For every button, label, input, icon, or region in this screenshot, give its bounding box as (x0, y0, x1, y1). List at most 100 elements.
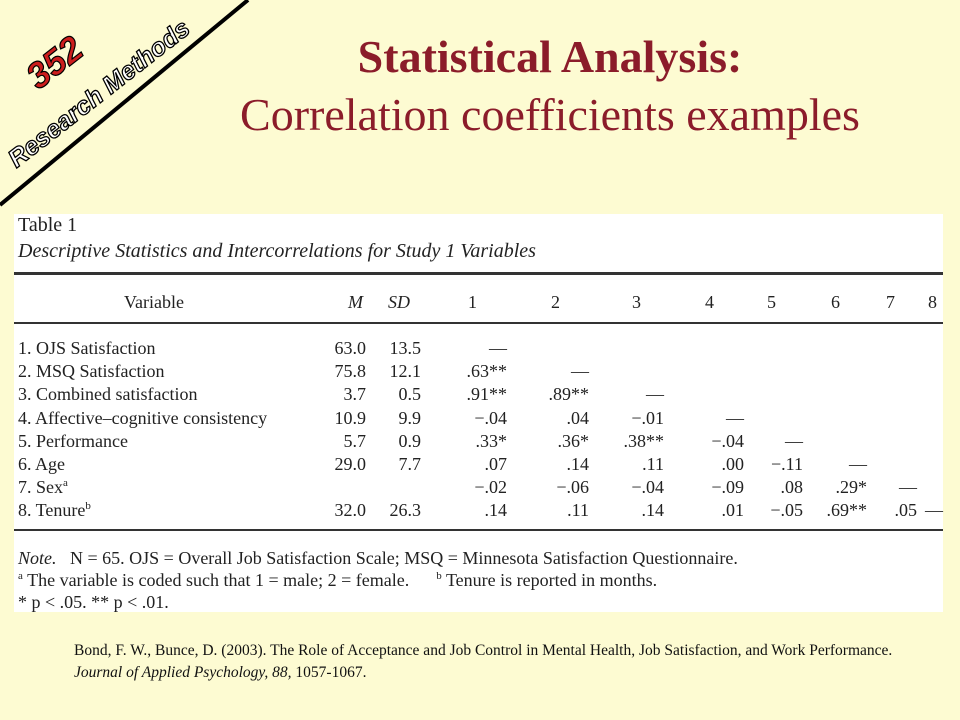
corr-cell: .08 (780, 477, 804, 498)
corr-cell: .38** (623, 430, 665, 451)
corr-cell: −.06 (556, 477, 589, 498)
header-col-3: 3 (632, 292, 641, 312)
header-col-8: 8 (928, 292, 937, 312)
corr-cell: −.09 (711, 477, 744, 498)
note-line-2b: Tenure is reported in months. (445, 570, 658, 590)
corr-cell: −.04 (474, 407, 507, 428)
header-col-7: 7 (886, 292, 895, 312)
table-row: 4. Affective–cognitive consistency 10.9 9.… (14, 408, 943, 431)
row-variable-label: 2. MSQ Satisfaction (18, 361, 165, 382)
title-line-1: Statistical Analysis: (357, 31, 743, 82)
row-mean: 29.0 (334, 454, 367, 474)
row-label-sup: a (63, 477, 68, 490)
corr-cell: .00 (721, 454, 745, 474)
table-note-1: Note. N = 65. OJS = Overall Job Satisfac… (18, 548, 738, 569)
corr-cell: .14 (566, 454, 590, 474)
corr-cell: — (726, 407, 744, 428)
row-sd: 7.7 (398, 454, 422, 474)
row-mean: 10.9 (334, 407, 367, 428)
row-sd: 12.1 (389, 361, 422, 382)
title-line-2: Correlation coefficients examples (240, 89, 860, 140)
row-label-text: 7. Sex (18, 477, 63, 498)
corr-cell: — (785, 430, 803, 451)
slide-title: Statistical Analysis: Correlation coeffi… (180, 28, 920, 144)
row-sd: 9.9 (398, 407, 422, 428)
corner-badge: 352 Research Methods (0, 0, 250, 207)
row-sd: 0.9 (398, 430, 422, 451)
table-row: 6. Age 29.0 7.7 .07 .14 .11 .00 −.11 — (14, 454, 943, 477)
corr-cell: −.04 (631, 477, 664, 498)
corr-cell: .69** (826, 500, 868, 521)
corr-cell: .33* (475, 430, 508, 451)
corr-cell: — (925, 500, 943, 521)
table-row: 3. Combined satisfaction 3.7 0.5 .91** .89**… (14, 384, 943, 407)
corr-cell: .11 (567, 500, 589, 521)
table-row: 5. Performance 5.7 0.9 .33* .36* .38** −.04 — (14, 431, 943, 454)
citation-pages: 1057-1067. (291, 664, 367, 681)
corr-cell: −.11 (771, 454, 803, 474)
corr-cell: .91** (466, 384, 508, 405)
corr-cell: .05 (894, 500, 918, 521)
row-variable-label: 5. Performance (18, 431, 128, 452)
table-rule-header (14, 322, 943, 324)
row-mean: 63.0 (334, 338, 367, 358)
citation: Bond, F. W., Bunce, D. (2003). The Role … (74, 640, 894, 684)
row-sd: 0.5 (398, 384, 422, 405)
table-row: 1. OJS Satisfaction 63.0 13.5 — (14, 338, 943, 361)
table-image: Table 1 Descriptive Statistics and Inter… (14, 214, 943, 612)
header-col-5: 5 (767, 292, 776, 312)
row-label-sup: b (85, 500, 91, 513)
row-mean: 5.7 (343, 430, 367, 451)
header-variable: Variable (124, 292, 184, 312)
row-label-text: 4. Affective–cognitive consistency (18, 407, 268, 428)
corr-cell: .63** (466, 361, 508, 382)
row-label-text: 6. Age (18, 454, 65, 474)
corr-cell: −.04 (711, 430, 744, 451)
row-variable-label: 6. Age (18, 454, 65, 475)
header-m: M (348, 292, 363, 312)
corr-cell: .29* (835, 477, 868, 498)
table-rule-top (14, 272, 943, 275)
table-caption: Descriptive Statistics and Intercorrelat… (18, 240, 536, 262)
corr-cell: −.01 (631, 407, 664, 428)
table-row: 8. Tenureb 32.0 26.3 .14 .11 .14 .01 −.05 .69**.… (14, 500, 943, 523)
citation-authors: Bond, F. W., Bunce, D. (2003). The Role … (74, 642, 893, 659)
table-note-3: * p < .05. ** p < .01. (18, 592, 169, 612)
row-variable-label: 1. OJS Satisfaction (18, 338, 156, 359)
corr-cell: — (571, 361, 589, 382)
note-sup-a: a (18, 570, 23, 582)
header-col-2: 2 (551, 292, 560, 312)
row-label-text: 3. Combined satisfaction (18, 384, 198, 405)
row-sd: 26.3 (389, 500, 422, 521)
corr-cell: .07 (484, 454, 508, 474)
table-label: Table 1 (18, 214, 78, 236)
corr-cell: .14 (484, 500, 508, 521)
corr-cell: — (646, 384, 664, 405)
row-label-text: 8. Tenure (18, 500, 86, 521)
header-col-1: 1 (468, 292, 477, 312)
corr-cell: .11 (642, 454, 664, 474)
corr-cell: — (489, 338, 507, 358)
note-sup-b: b (436, 570, 442, 582)
citation-journal: Journal of Applied Psychology, 88, (74, 664, 292, 681)
table-note-2: a The variable is coded such that 1 = ma… (18, 570, 657, 591)
corr-cell: — (849, 454, 867, 474)
header-sd: SD (388, 292, 410, 312)
corr-cell: −.05 (770, 500, 803, 521)
header-col-6: 6 (831, 292, 840, 312)
table-row: 7. Sexa −.02 −.06 −.04 −.09 .08 .29* — (14, 477, 943, 500)
corr-cell: .04 (566, 407, 590, 428)
table-row: 2. MSQ Satisfaction 75.8 12.1 .63** — (14, 361, 943, 384)
corr-cell: .36* (557, 430, 590, 451)
row-variable-label: 4. Affective–cognitive consistency (18, 408, 267, 429)
row-mean: 3.7 (343, 384, 367, 405)
corr-cell: .89** (548, 384, 590, 405)
row-variable-label: 3. Combined satisfaction (18, 384, 197, 405)
row-label-text: 2. MSQ Satisfaction (18, 361, 165, 382)
row-variable-label: 7. Sexa (18, 477, 68, 498)
corr-cell: .14 (641, 500, 665, 521)
corr-cell: — (899, 477, 917, 498)
row-label-text: 1. OJS Satisfaction (18, 338, 156, 358)
note-line-2a: The variable is coded such that 1 = male… (27, 570, 410, 590)
corr-cell: −.02 (474, 477, 507, 498)
